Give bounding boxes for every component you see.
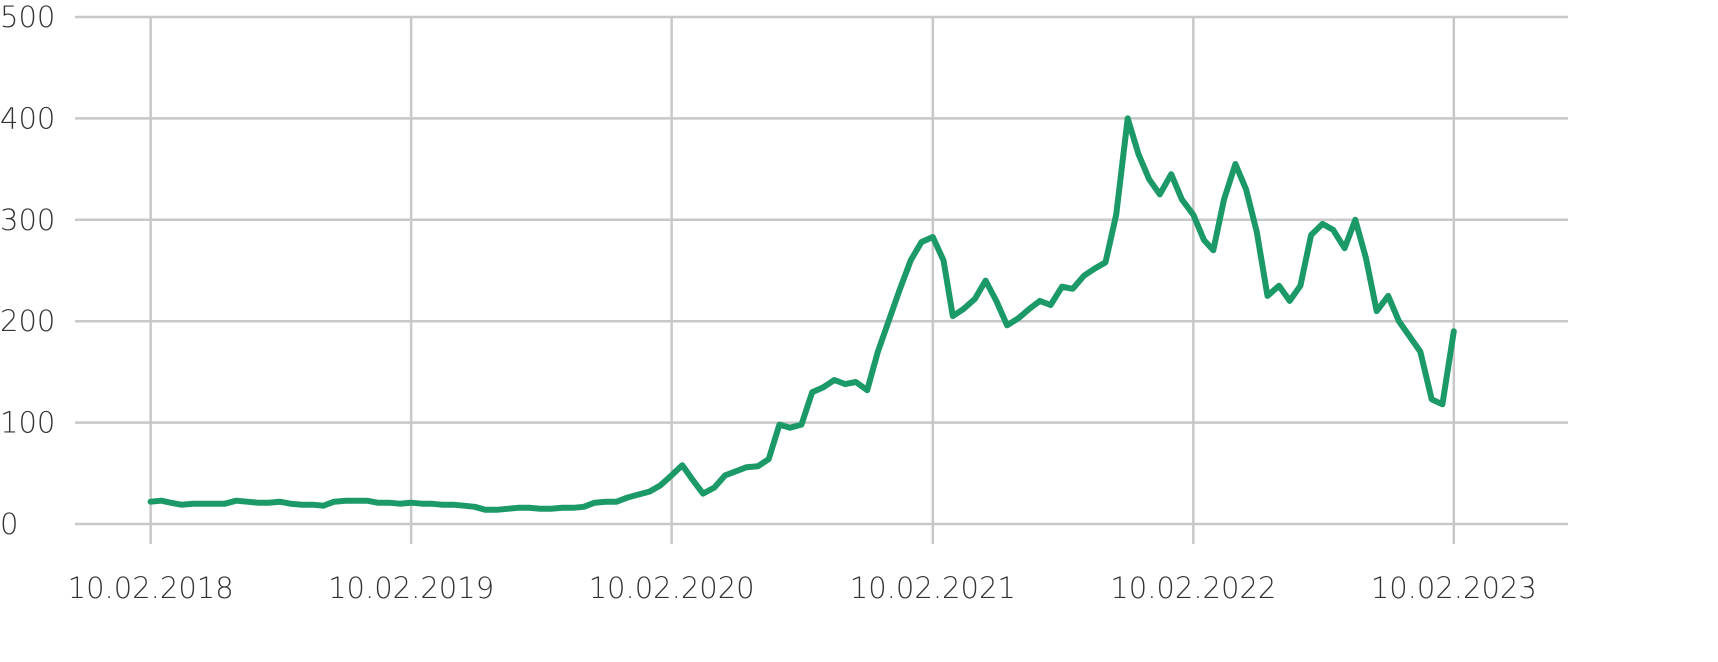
y-tick-label: 400 — [0, 101, 55, 135]
x-tick-label: 10.02.2022 — [1110, 571, 1276, 605]
y-tick-label: 200 — [0, 304, 55, 338]
line — [147, 115, 1457, 513]
y-tick-label: 100 — [0, 406, 55, 440]
x-tick-label: 10.02.2023 — [1371, 571, 1537, 605]
y-tick-label: 300 — [0, 203, 55, 237]
x-tick-label: 10.02.2020 — [589, 571, 755, 605]
x-tick-label: 10.02.2019 — [328, 571, 494, 605]
x-tick-label: 10.02.2018 — [68, 571, 234, 605]
y-tick-label: 0 — [0, 507, 18, 541]
x-tick-label: 10.02.2021 — [850, 571, 1016, 605]
y-tick-label: 500 — [0, 0, 55, 34]
